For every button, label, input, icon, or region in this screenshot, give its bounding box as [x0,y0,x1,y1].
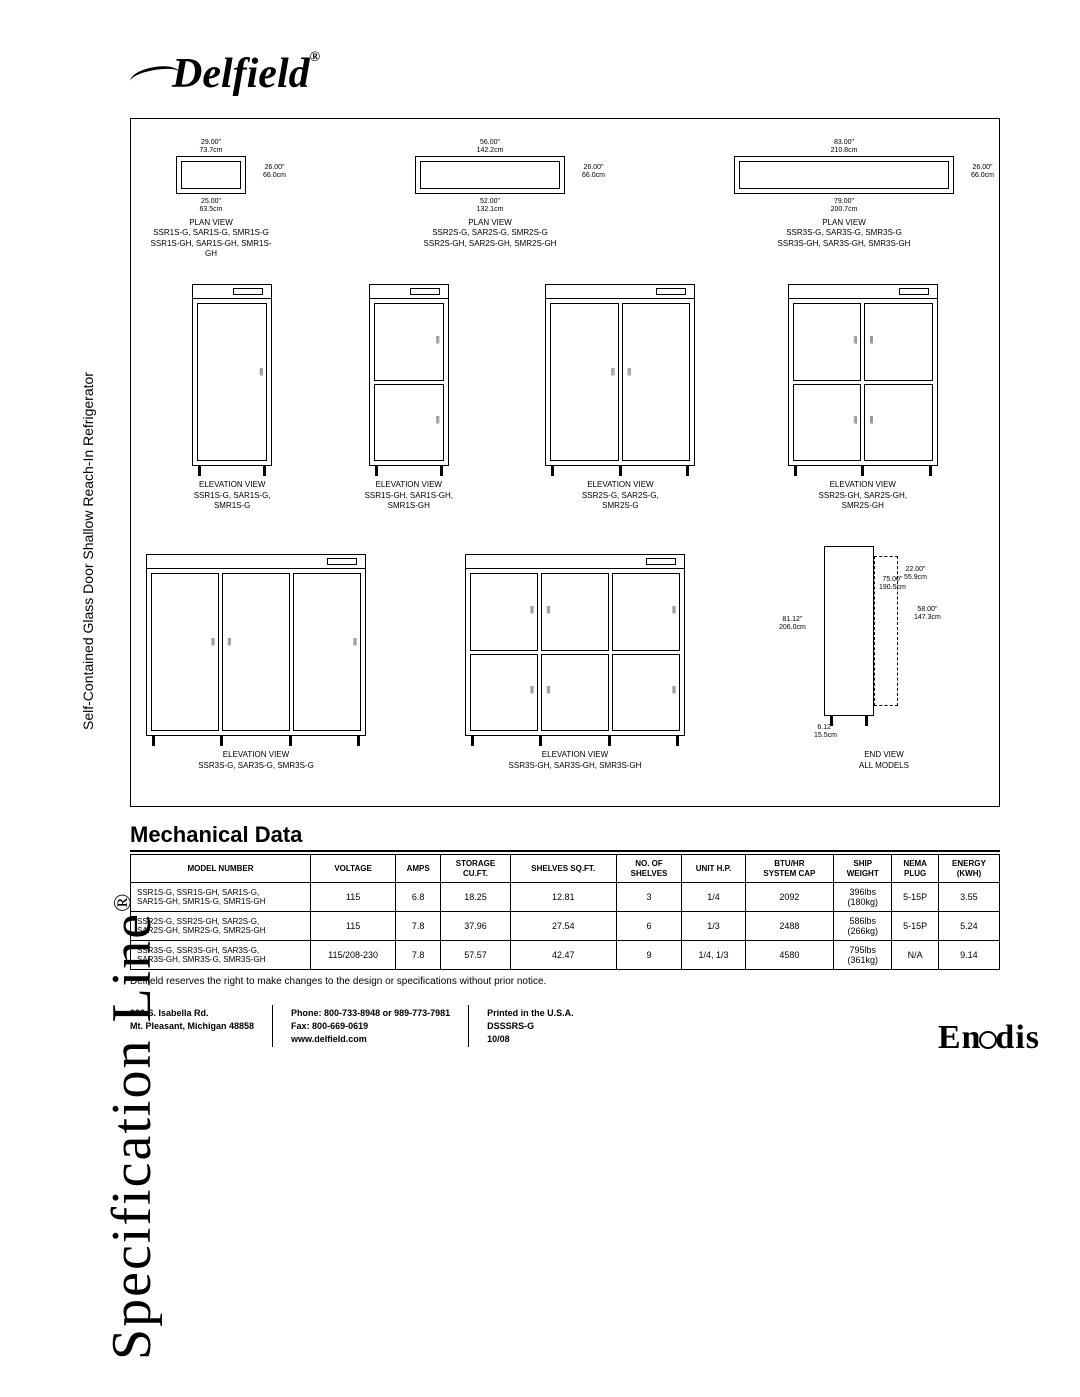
elevation-row-2: ELEVATION VIEWSSR1S-G, SAR1S-G,SMR1S-G E… [146,284,984,511]
table-row: SSR3S-G, SSR3S-GH, SAR3S-G,SAR3S-GH, SMR… [131,941,1000,970]
table-header: UNIT H.P. [682,855,745,883]
table-header: NO. OFSHELVES [616,855,681,883]
footer: 980 S. Isabella Rd. Mt. Pleasant, Michig… [130,1005,1000,1047]
product-subtitle: Self-Contained Glass Door Shallow Reach-… [80,372,96,730]
elevation-row-3: ELEVATION VIEWSSR3S-G, SAR3S-G, SMR3S-G … [146,536,984,771]
table-header: ENERGY(KWH) [938,855,999,883]
end-view: 81.12"206.0cm 75.00"190.5cm 22.00"55.9cm… [784,536,984,771]
elevation-view: ELEVATION VIEWSSR2S-G, SAR2S-G,SMR2S-G [545,284,695,511]
delfield-logo: Delfield® [130,50,1040,98]
plan-view-row: 29.00"73.7cm 25.00"63.5cm 26.00"66.0cm P… [146,139,984,259]
elevation-view: ELEVATION VIEWSSR3S-GH, SAR3S-GH, SMR3S-… [465,554,685,771]
table-header: SHELVES SQ.FT. [510,855,616,883]
elevation-view: ELEVATION VIEWSSR3S-G, SAR3S-G, SMR3S-G [146,554,366,771]
elevation-view: ELEVATION VIEWSSR1S-G, SAR1S-G,SMR1S-G [192,284,272,511]
mechanical-data-title: Mechanical Data [130,822,1000,852]
table-row: SSR2S-G, SSR2S-GH, SAR2S-G,SAR2S-GH, SMR… [131,912,1000,941]
table-header: SHIPWEIGHT [834,855,892,883]
enodis-ring-icon [979,1031,997,1049]
mechanical-data-table: MODEL NUMBERVOLTAGEAMPSSTORAGE CU.FT.SHE… [130,854,1000,970]
enodis-logo: Endis [938,1019,1040,1057]
table-header: BTU/HR SYSTEM CAP [745,855,833,883]
drawings-frame: 29.00"73.7cm 25.00"63.5cm 26.00"66.0cm P… [130,118,1000,807]
table-header: NEMAPLUG [892,855,938,883]
table-header: MODEL NUMBER [131,855,311,883]
elevation-view: ELEVATION VIEWSSR1S-GH, SAR1S-GH,SMR1S-G… [365,284,453,511]
table-row: SSR1S-G, SSR1S-GH, SAR1S-G,SAR1S-GH, SMR… [131,883,1000,912]
table-header: AMPS [396,855,441,883]
disclaimer: Delfield reserves the right to make chan… [130,976,1040,987]
footer-print-info: Printed in the U.S.A. DSSSRS-G 10/08 [468,1005,592,1047]
plan-view: 29.00"73.7cm 25.00"63.5cm 26.00"66.0cm P… [146,139,276,259]
specification-line: Specification Line® [100,892,164,1360]
table-header: VOLTAGE [311,855,396,883]
table-header: STORAGE CU.FT. [441,855,510,883]
plan-view: 83.00"210.8cm 79.00"200.7cm 26.00"66.0cm… [704,139,984,259]
vertical-sidebar: Self-Contained Glass Door Shallow Reach-… [50,200,90,1300]
footer-contact: Phone: 800-733-8948 or 989-773-7981 Fax:… [272,1005,468,1047]
plan-view: 56.00"142.2cm 52.00"132.1cm 26.00"66.0cm… [385,139,595,259]
elevation-view: ELEVATION VIEWSSR2S-GH, SAR2S-GH,SMR2S-G… [788,284,938,511]
